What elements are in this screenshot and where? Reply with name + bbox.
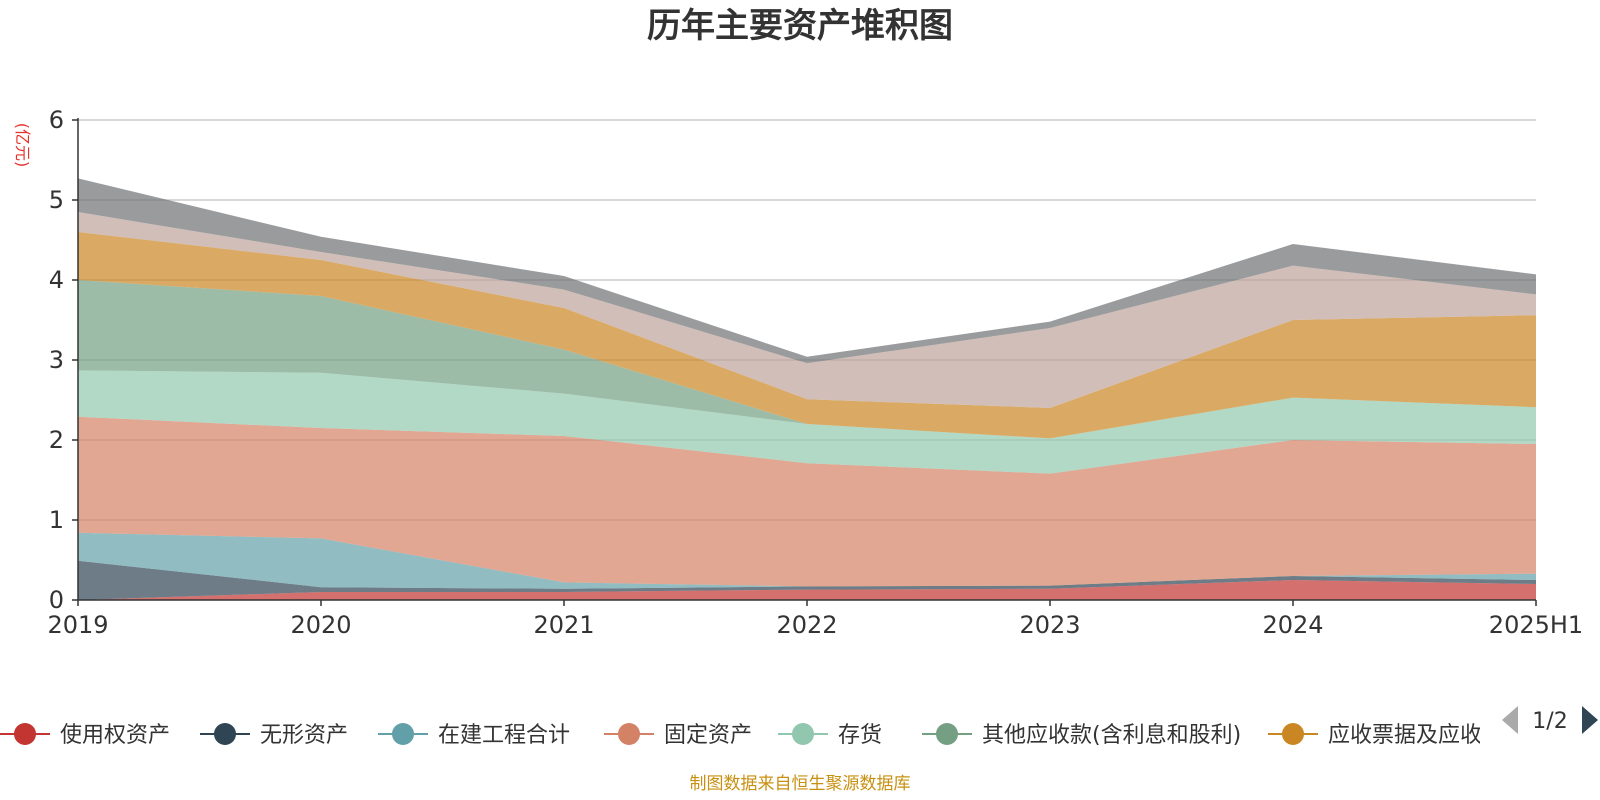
- legend-marker-dot: [14, 723, 36, 745]
- x-tick-label-2: 2021: [533, 611, 594, 639]
- legend-label: 存货: [838, 723, 882, 748]
- legend-items[interactable]: 使用权资产 无形资产 在建工程合计 固定资产 存货 其他应收款(含利息和股利) 应收票据及应…: [0, 723, 1526, 748]
- axes: 0 1 2 3 4 5 6 2019 2020 2021 2022 2023 2024 2025H1: [47, 106, 1583, 639]
- legend-item-6[interactable]: 应收票据及应收账款: [1268, 723, 1526, 748]
- y-tick-label-6: 6: [49, 106, 64, 134]
- area-series-0: [78, 580, 1536, 600]
- x-tick-label-0: 2019: [47, 611, 108, 639]
- legend-marker-dot: [936, 723, 958, 745]
- legend-item-5[interactable]: 其他应收款(含利息和股利): [922, 723, 1241, 748]
- legend-marker-dot: [392, 723, 414, 745]
- y-axis-label: (亿元): [13, 123, 32, 168]
- legend-label: 固定资产: [664, 723, 752, 748]
- legend-item-2[interactable]: 在建工程合计: [378, 723, 570, 748]
- area-series-1: [78, 560, 1536, 600]
- legend-marker-dot: [792, 723, 814, 745]
- legend-label: 无形资产: [260, 723, 348, 748]
- legend-label: 在建工程合计: [438, 723, 570, 748]
- legend-label: 应收票据及应收账款: [1328, 723, 1526, 748]
- x-tick-label-6: 2025H1: [1489, 611, 1583, 639]
- x-tick-label-4: 2023: [1019, 611, 1080, 639]
- legend[interactable]: 使用权资产 无形资产 在建工程合计 固定资产 存货 其他应收款(含利息和股利) 应收票据及应…: [0, 706, 1598, 748]
- y-tick-label-3: 3: [49, 346, 64, 374]
- x-tick-label-1: 2020: [290, 611, 351, 639]
- legend-marker-dot: [214, 723, 236, 745]
- legend-item-0[interactable]: 使用权资产: [0, 723, 170, 748]
- legend-item-4[interactable]: 存货: [778, 723, 882, 748]
- area-series-3: [78, 416, 1536, 587]
- area-series-6: [78, 232, 1536, 439]
- y-tick-label-4: 4: [49, 266, 64, 294]
- area-series-7: [78, 212, 1536, 408]
- area-series: [78, 178, 1536, 600]
- legend-item-3[interactable]: 固定资产: [604, 723, 752, 748]
- legend-item-1[interactable]: 无形资产: [200, 723, 348, 748]
- area-series-8: [78, 178, 1536, 364]
- legend-marker-dot: [1282, 723, 1304, 745]
- chart-title: 历年主要资产堆积图: [647, 6, 953, 46]
- area-series-5: [78, 280, 1536, 439]
- legend-prev-icon[interactable]: [1502, 706, 1518, 734]
- legend-label: 其他应收款(含利息和股利): [982, 723, 1241, 748]
- y-tick-label-0: 0: [49, 586, 64, 614]
- data-source-footer: 制图数据来自恒生聚源数据库: [690, 774, 911, 794]
- legend-marker-dot: [618, 723, 640, 745]
- legend-next-icon[interactable]: [1582, 706, 1598, 734]
- y-tick-label-1: 1: [49, 506, 64, 534]
- area-series-2: [78, 532, 1536, 589]
- x-tick-label-3: 2022: [776, 611, 837, 639]
- area-series-4: [78, 370, 1536, 474]
- y-tick-label-5: 5: [49, 186, 64, 214]
- legend-page-indicator: 1/2: [1532, 709, 1567, 734]
- legend-label: 使用权资产: [60, 723, 170, 748]
- y-tick-label-2: 2: [49, 426, 64, 454]
- x-tick-label-5: 2024: [1262, 611, 1323, 639]
